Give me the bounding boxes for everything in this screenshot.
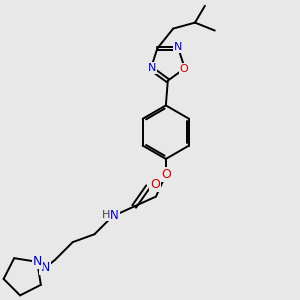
Text: N: N [148,63,156,73]
Text: N: N [174,42,182,52]
Text: H: H [102,210,110,220]
Text: N: N [32,255,42,268]
Text: O: O [150,178,160,191]
Text: N: N [110,209,119,222]
Text: O: O [179,64,188,74]
Text: O: O [161,168,171,181]
Text: N: N [40,261,50,274]
